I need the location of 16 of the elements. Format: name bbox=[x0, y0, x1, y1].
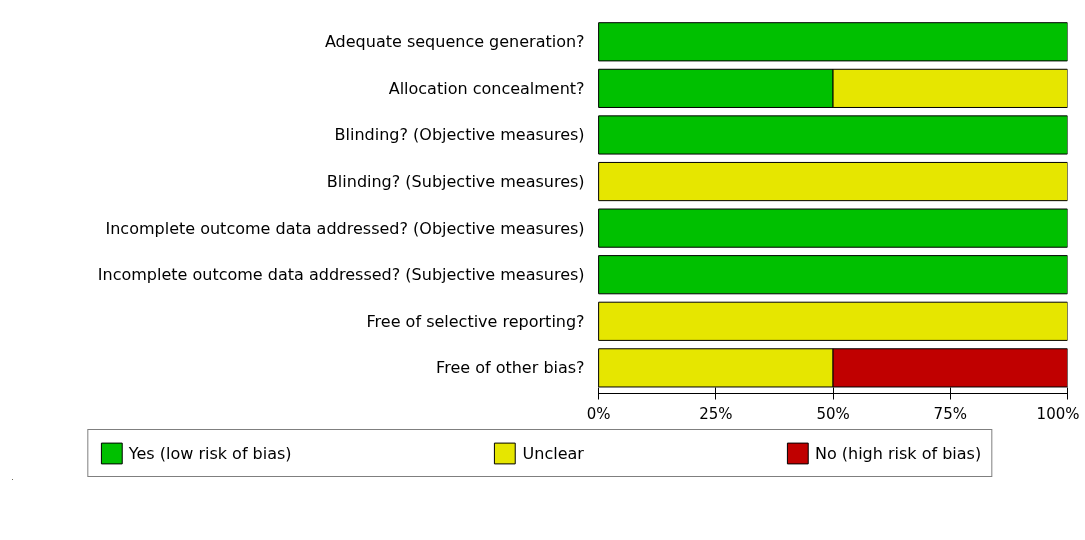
legend-label: Yes (low risk of bias) bbox=[128, 443, 292, 463]
x-tick-label: 0% bbox=[586, 404, 611, 423]
y-tick-label: Free of other bias? bbox=[436, 358, 585, 378]
x-tick-label: 50% bbox=[816, 404, 850, 423]
x-tick-label: 75% bbox=[933, 404, 967, 423]
y-tick-label: Blinding? (Subjective measures) bbox=[326, 172, 585, 192]
y-tick-label: Free of selective reporting? bbox=[366, 311, 585, 331]
legend-label: No (high risk of bias) bbox=[814, 443, 982, 463]
y-tick-label: Blinding? (Objective measures) bbox=[334, 125, 585, 145]
y-tick-label: Allocation concealment? bbox=[388, 78, 585, 98]
y-tick-label: Adequate sequence generation? bbox=[324, 32, 585, 52]
legend-label: Unclear bbox=[522, 443, 584, 463]
y-tick-label: Incomplete outcome data addressed? (Subjective measures) bbox=[97, 265, 585, 285]
y-tick-label: Incomplete outcome data addressed? (Objective measures) bbox=[105, 218, 585, 238]
x-tick-label: 25% bbox=[699, 404, 733, 423]
x-tick-label: 100% bbox=[1036, 404, 1080, 423]
